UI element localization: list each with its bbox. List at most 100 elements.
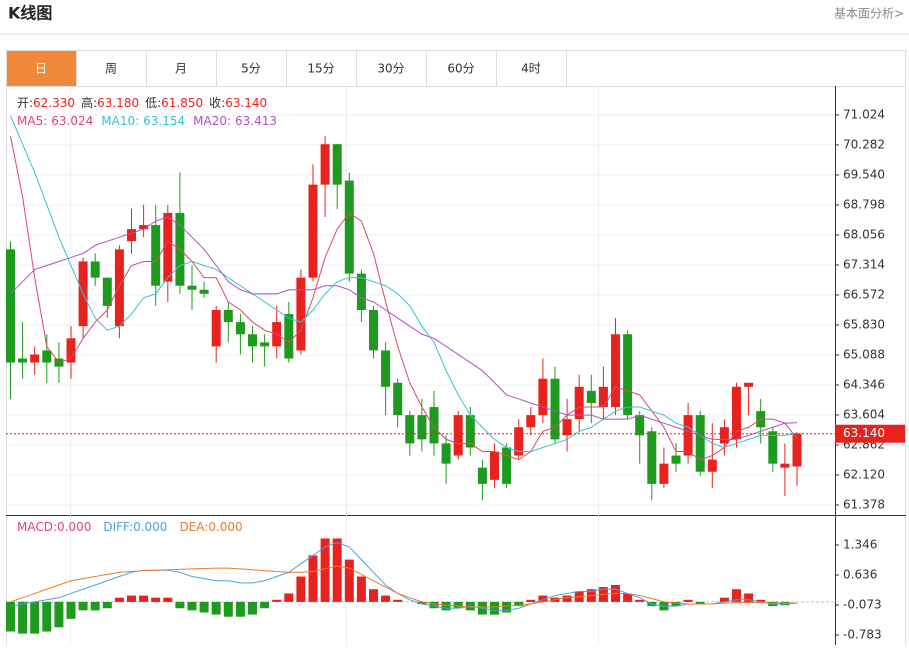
macd-bar bbox=[308, 555, 318, 602]
candle-body bbox=[732, 386, 741, 440]
macd-bar bbox=[332, 538, 342, 602]
macd-bar bbox=[199, 601, 209, 613]
candle-body bbox=[514, 427, 524, 456]
candle-body bbox=[284, 314, 294, 359]
y-tick-label: 0.636 bbox=[843, 568, 877, 582]
ma-line bbox=[10, 115, 798, 453]
last-price-label: 63.140 bbox=[843, 426, 885, 440]
candle-body bbox=[744, 382, 754, 387]
candle-body bbox=[429, 407, 439, 444]
macd-bar bbox=[211, 601, 221, 615]
macd-legend: DIFF:0.000 bbox=[103, 520, 167, 534]
ma-name: MA5: bbox=[17, 114, 47, 128]
macd-bar bbox=[369, 589, 378, 602]
candle-body bbox=[647, 431, 657, 484]
macd-bar bbox=[490, 601, 499, 615]
candle-body bbox=[465, 415, 475, 448]
candle-body bbox=[296, 277, 306, 351]
y-tick-label: 63.604 bbox=[843, 407, 885, 421]
legend-value: 0.000 bbox=[208, 520, 242, 534]
ma-line bbox=[10, 216, 798, 440]
macd-bar bbox=[635, 599, 645, 602]
macd-bar bbox=[744, 593, 754, 602]
y-tick-label: 70.282 bbox=[843, 137, 885, 151]
macd-bar bbox=[538, 595, 548, 602]
macd-bar bbox=[296, 576, 306, 602]
y-tick-label: 61.378 bbox=[843, 497, 885, 511]
macd-bar bbox=[671, 601, 681, 607]
macd-bar bbox=[187, 601, 197, 611]
y-tick-label: -0.073 bbox=[843, 597, 882, 611]
macd-bar bbox=[514, 601, 524, 607]
ma-legend: MA5: 63.024 bbox=[17, 114, 93, 128]
macd-bar bbox=[381, 595, 391, 602]
candle-body bbox=[235, 322, 245, 335]
tab-label[interactable]: 5分 bbox=[241, 62, 261, 76]
ohlc-value: 62.330 bbox=[33, 96, 75, 110]
candle-body bbox=[538, 378, 548, 416]
tab-label[interactable]: 周 bbox=[105, 62, 117, 76]
candle-body bbox=[417, 415, 427, 440]
dea-line bbox=[10, 565, 797, 608]
macd-bar bbox=[114, 597, 124, 602]
candle-body bbox=[683, 415, 693, 456]
tab-label[interactable]: 30分 bbox=[377, 62, 404, 76]
fundamental-link[interactable]: 基本面分析> bbox=[834, 7, 904, 21]
tab[interactable] bbox=[496, 50, 567, 87]
candle-body bbox=[623, 334, 633, 416]
candle-body bbox=[586, 390, 596, 403]
y-tick-label: 69.540 bbox=[843, 167, 885, 181]
macd-bar bbox=[453, 601, 463, 609]
candle-body bbox=[102, 277, 112, 306]
macd-bar bbox=[102, 601, 112, 609]
macd-bar bbox=[417, 601, 427, 605]
tab[interactable] bbox=[6, 50, 77, 87]
ohlc-info: 收:63.140 bbox=[209, 96, 267, 110]
y-tick-label: 65.830 bbox=[843, 317, 885, 331]
tab-label[interactable]: 4时 bbox=[521, 62, 541, 76]
candle-body bbox=[42, 350, 52, 363]
candle-body bbox=[768, 431, 778, 464]
macd-bar bbox=[78, 601, 88, 611]
macd-bar bbox=[320, 538, 330, 602]
candle-body bbox=[635, 415, 645, 436]
ohlc-info: 低:61.850 bbox=[145, 96, 203, 110]
macd-bar bbox=[18, 601, 28, 634]
tab[interactable] bbox=[356, 50, 427, 87]
legend-value: 0.000 bbox=[57, 520, 91, 534]
tab[interactable] bbox=[216, 50, 287, 87]
last-price-box bbox=[835, 424, 905, 443]
tab[interactable] bbox=[286, 50, 357, 87]
candle-body bbox=[90, 261, 100, 278]
y-tick-label: -0.783 bbox=[843, 628, 882, 642]
candle-body bbox=[441, 443, 451, 464]
y-tick-label: 71.024 bbox=[843, 107, 885, 121]
tab-label[interactable]: 日 bbox=[35, 62, 47, 76]
candle-body bbox=[659, 463, 669, 484]
ohlc-value: 63.180 bbox=[97, 96, 139, 110]
macd-bar bbox=[732, 589, 741, 602]
y-tick-label: 68.798 bbox=[843, 197, 885, 211]
candle-body bbox=[780, 463, 790, 468]
candle-body bbox=[719, 427, 729, 444]
macd-bar bbox=[623, 593, 633, 602]
candle-body bbox=[6, 249, 15, 363]
macd-bar bbox=[163, 597, 173, 602]
tab-label[interactable]: 月 bbox=[175, 62, 187, 76]
macd-bar bbox=[6, 601, 15, 632]
ma-value: 63.154 bbox=[143, 114, 185, 128]
tab[interactable] bbox=[76, 50, 147, 87]
candle-body bbox=[695, 415, 705, 472]
tab[interactable] bbox=[146, 50, 217, 87]
ohlc-value: 61.850 bbox=[161, 96, 203, 110]
candle-body bbox=[356, 273, 366, 310]
candle-body bbox=[127, 229, 136, 242]
tab-label[interactable]: 15分 bbox=[307, 62, 334, 76]
y-tick-label: 68.056 bbox=[843, 227, 885, 241]
y-tick-label: 67.314 bbox=[843, 257, 885, 271]
macd-bar bbox=[284, 593, 294, 602]
macd-bar bbox=[223, 601, 233, 617]
tab-label[interactable]: 60分 bbox=[447, 62, 474, 76]
ma-legend: MA10: 63.154 bbox=[101, 114, 185, 128]
